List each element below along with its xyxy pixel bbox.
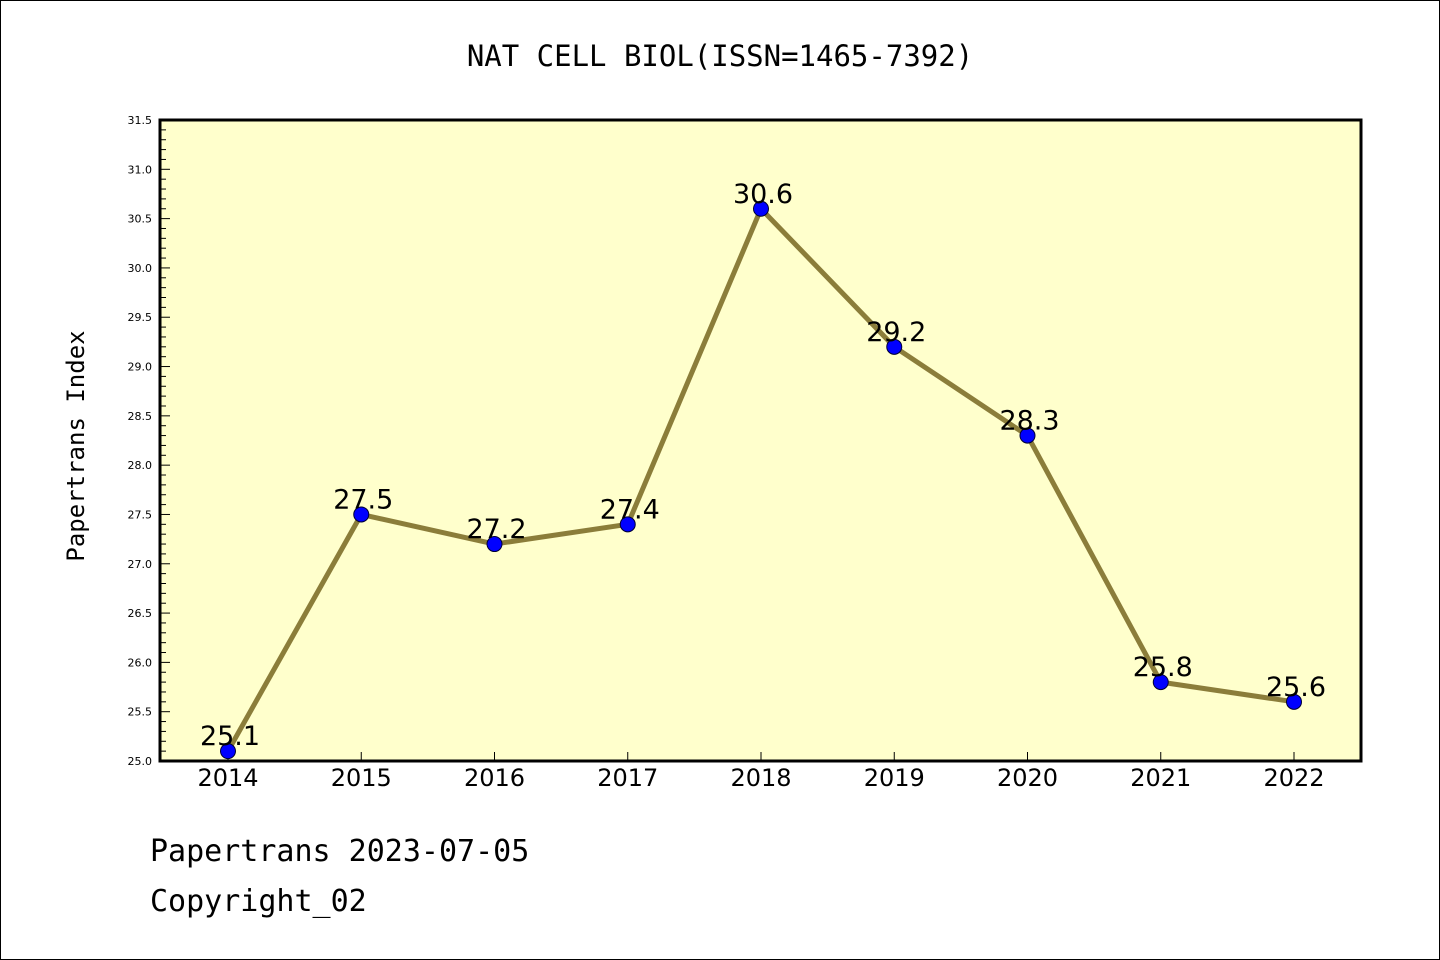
y-tick-label: 30.5 [128,213,153,226]
data-label: 25.6 [1266,672,1326,703]
x-tick-label: 2021 [1130,764,1191,792]
footer-copyright-line: Copyright_02 [150,884,367,919]
y-tick-label: 29.0 [128,361,153,374]
data-point [1286,693,1302,710]
data-labels: 25.1 27.5 27.2 27.4 30.6 29.2 28.3 25.8 25.6 [200,179,1326,752]
plot-area [158,118,1363,763]
y-tick-label: 29.5 [128,311,153,324]
y-tick-label: 27.0 [128,558,153,571]
data-point [353,506,370,523]
y-tick-label: 28.5 [128,410,153,423]
series-markers [220,200,1302,760]
y-tick-label: 31.5 [128,114,153,127]
data-label: 27.5 [333,484,393,515]
data-label: 27.4 [600,494,660,525]
data-label: 28.3 [999,406,1059,437]
data-label: 25.8 [1133,652,1193,683]
y-axis-label: Papertrans Index [62,330,90,561]
data-point [753,200,769,217]
y-tick-label: 25.5 [128,706,153,719]
chart-title: NAT CELL BIOL(ISSN=1465-7392) [467,39,973,73]
x-tick-label: 2019 [864,764,925,792]
x-tick-label: 2020 [997,764,1058,792]
data-point [1152,674,1169,691]
data-point [886,338,903,355]
footer-date-line: Papertrans 2023-07-05 [150,834,530,869]
x-tick-label: 2016 [464,764,525,792]
data-label: 29.2 [866,317,926,348]
data-label: 30.6 [733,179,793,210]
y-tick-label: 26.0 [128,656,153,669]
y-axis: 25.0 25.5 26.0 26.5 27.0 27.5 28.0 28.5 29.0 29.5… [128,114,170,768]
x-tick-label: 2014 [197,764,258,792]
x-tick-label: 2017 [597,764,658,792]
y-tick-label: 25.0 [128,755,153,768]
y-tick-label: 30.0 [128,262,153,275]
data-point [486,536,503,553]
y-tick-label: 27.5 [128,508,153,521]
data-label: 25.1 [200,721,260,752]
data-point [619,516,636,533]
x-tick-label: 2015 [331,764,392,792]
data-point [220,743,236,760]
y-tick-label: 28.0 [128,459,153,472]
y-tick-label: 31.0 [128,163,153,176]
x-tick-label: 2018 [730,764,791,792]
x-tick-label: 2022 [1263,764,1324,792]
data-point [1019,427,1036,444]
data-label: 27.2 [466,514,526,545]
y-tick-label: 26.5 [128,607,153,620]
x-axis: 2014 2015 2016 2017 2018 2019 2020 2021 2022 [197,752,1325,792]
